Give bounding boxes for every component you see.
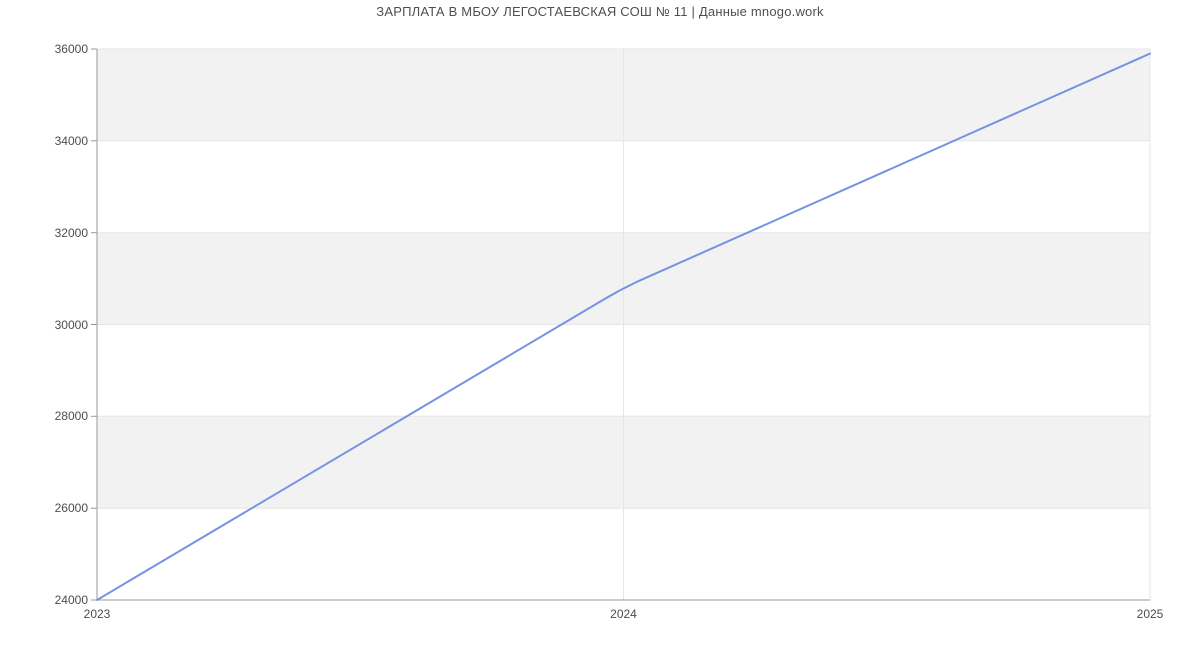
x-axis-label: 2023 — [83, 607, 111, 621]
y-axis-label: 32000 — [54, 225, 88, 240]
y-axis-label: 30000 — [54, 317, 88, 332]
x-axis-label: 2025 — [1136, 607, 1164, 621]
series-line — [96, 52, 1151, 601]
y-axis-label: 26000 — [54, 501, 88, 516]
y-axis-label: 34000 — [54, 133, 88, 148]
chart-title: ЗАРПЛАТА В МБОУ ЛЕГОСТАЕВСКАЯ СОШ № 11 |… — [376, 4, 824, 19]
y-axis-label: 24000 — [54, 593, 88, 607]
x-axis-label: 2024 — [610, 607, 637, 621]
y-axis-label: 36000 — [54, 42, 88, 56]
y-axis-label: 28000 — [54, 409, 88, 424]
